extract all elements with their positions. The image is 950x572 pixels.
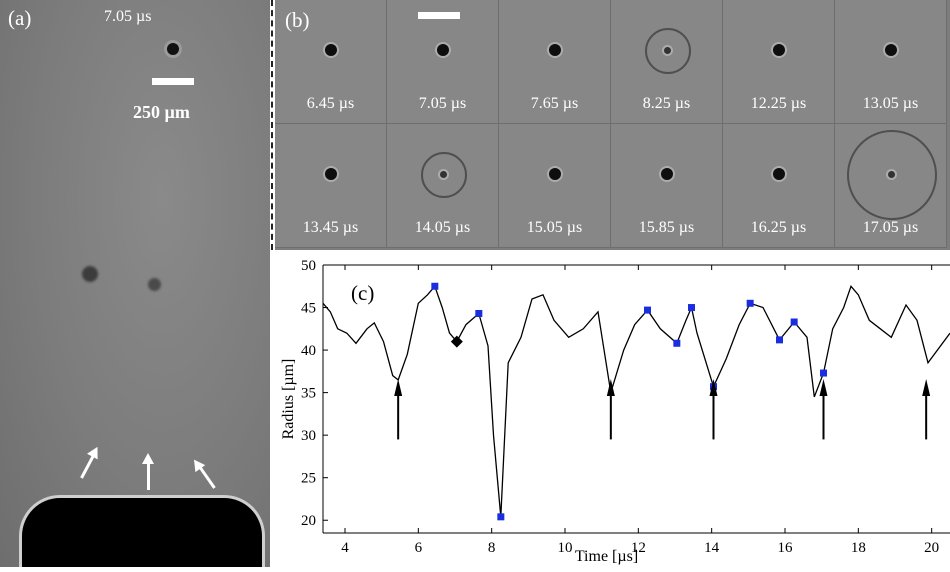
frame: 6.45 µs — [275, 0, 387, 124]
bubble — [439, 170, 447, 178]
panel-c-chart: 20 25 30 35 40 45 50 4 6 8 10 12 14 16 18 20 Time [µs] Ra… — [275, 250, 950, 567]
collapse-arrow-head — [819, 379, 828, 397]
electrode — [22, 498, 262, 567]
collapse-arrow-head — [709, 379, 718, 397]
arrow-right — [198, 465, 216, 489]
y-tick-label: 20 — [301, 513, 316, 529]
panel-a-time-label: 7.05 µs — [104, 8, 152, 25]
x-tick-label: 18 — [851, 540, 866, 556]
x-tick-label: 6 — [415, 540, 423, 556]
frame-marker — [673, 339, 681, 347]
bubble — [437, 44, 449, 56]
frame-marker — [820, 369, 827, 377]
collapse-arrow-head — [606, 379, 615, 397]
radius-time-chart: 20 25 30 35 40 45 50 4 6 8 10 12 14 16 18 20 Time [µs] Ra… — [280, 258, 950, 565]
x-tick-label: 4 — [341, 540, 349, 556]
frame: 13.45 µs — [275, 124, 387, 248]
x-tick-label: 10 — [558, 540, 573, 556]
frame-time-label: 15.05 µs — [526, 219, 583, 236]
scale-bar — [152, 78, 194, 85]
bubble — [549, 168, 561, 180]
frame: 15.85 µs — [611, 124, 723, 248]
frame-marker — [475, 309, 483, 317]
shock-ring — [421, 152, 467, 198]
frame-marker — [746, 299, 754, 307]
frame: 14.05 µs — [387, 124, 499, 248]
y-tick-label: 35 — [301, 386, 316, 402]
diamond-marker — [450, 335, 463, 348]
panel-a-label: (a) — [8, 6, 32, 30]
frame-time-label: 14.05 µs — [414, 219, 471, 236]
y-tick-label: 30 — [301, 428, 316, 444]
frame: 7.65 µs — [499, 0, 611, 124]
frame-marker — [497, 513, 505, 521]
panel-b-frames: 6.45 µs 7.05 µs 7.65 µs 8.25 µs 12.25 µs 13.0… — [275, 0, 950, 250]
frame-time-label: 17.05 µs — [862, 219, 919, 236]
collapse-arrow-head — [922, 379, 931, 397]
frame-marker — [688, 304, 695, 312]
frame-time-label: 6.45 µs — [306, 95, 355, 112]
frame-time-label: 16.25 µs — [750, 219, 807, 236]
bubble — [773, 168, 785, 180]
frame-marker — [644, 306, 651, 314]
frame-time-label: 13.05 µs — [862, 95, 919, 112]
arrow-middle — [142, 453, 154, 490]
bubble-top — [167, 43, 179, 55]
bubble — [887, 170, 895, 178]
frame: 15.05 µs — [499, 124, 611, 248]
bubble — [549, 44, 561, 56]
faint-bubble-left — [82, 266, 98, 282]
frame: 16.25 µs — [723, 124, 835, 248]
frame: 13.05 µs — [835, 0, 947, 124]
frame-marker — [431, 282, 439, 290]
frame-time-label: 15.85 µs — [638, 219, 695, 236]
radius-line — [322, 285, 950, 517]
x-tick-label: 14 — [704, 540, 720, 556]
x-tick-label: 12 — [631, 540, 646, 556]
y-tick-label: 40 — [301, 343, 316, 359]
frame: 12.25 µs — [723, 0, 835, 124]
frame: 17.05 µs — [835, 124, 947, 248]
frame-time-label: 7.05 µs — [418, 95, 467, 112]
panel-divider — [271, 0, 273, 250]
x-axis-label: Time [µs] — [575, 548, 638, 565]
frame-time-label: 7.65 µs — [530, 95, 579, 112]
y-tick-label: 25 — [301, 471, 316, 487]
frame-time-label: 12.25 µs — [750, 95, 807, 112]
scale-bar-label: 250 µm — [133, 102, 190, 122]
y-tick-label: 50 — [301, 258, 316, 274]
shock-ring — [847, 130, 937, 220]
bubble — [885, 44, 897, 56]
faint-bubble-right — [148, 278, 161, 291]
frame-marker — [790, 318, 798, 326]
panel-a-micrograph: (a) 7.05 µs 250 µm — [0, 0, 270, 567]
frame-time-label: 8.25 µs — [642, 95, 691, 112]
bubble — [773, 44, 785, 56]
panel-c-label: (c) — [351, 281, 374, 305]
panel-b-scale-bar — [418, 12, 460, 19]
frame-marker — [776, 336, 783, 344]
arrow-left — [80, 454, 96, 479]
frame: 7.05 µs — [387, 0, 499, 124]
y-axis-label: Radius [µm] — [280, 359, 297, 440]
bubble — [325, 44, 337, 56]
panel-b-label: (b) — [285, 8, 310, 32]
bubble — [661, 168, 673, 180]
frame-time-label: 13.45 µs — [302, 219, 359, 236]
x-tick-label: 8 — [488, 540, 496, 556]
y-tick-label: 45 — [301, 301, 316, 317]
frame: 8.25 µs — [611, 0, 723, 124]
shock-ring — [645, 28, 691, 74]
bubble — [663, 46, 671, 54]
x-tick-label: 16 — [778, 540, 794, 556]
bubble — [325, 168, 337, 180]
collapse-arrow-head — [394, 379, 403, 397]
x-tick-label: 20 — [924, 540, 939, 556]
